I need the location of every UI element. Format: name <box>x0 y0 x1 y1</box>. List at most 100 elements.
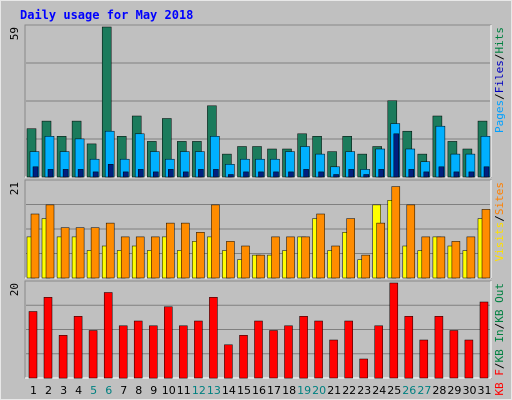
x-tick-label: 4 <box>75 384 82 397</box>
bar-sites-day-11 <box>181 222 190 279</box>
bar-sites-day-27 <box>421 236 431 279</box>
bar-kb-f-day-24 <box>374 325 383 379</box>
bar-pages-day-18 <box>288 171 294 178</box>
bar-sites-day-25 <box>391 186 401 279</box>
x-tick-label: 15 <box>237 384 251 397</box>
x-tick-label: 6 <box>105 384 112 397</box>
bar-sites-day-23 <box>361 254 370 279</box>
panel-visits-sites: 21 Visits/Sites <box>8 179 506 279</box>
chart-title: Daily usage for May 2018 <box>20 8 193 22</box>
x-tick-label: 20 <box>312 384 326 397</box>
bar-sites-day-26 <box>406 204 416 279</box>
bar-sites-day-29 <box>451 241 461 279</box>
bar-kb-f-day-25 <box>389 282 399 379</box>
bar-kb-f-day-30 <box>464 339 474 379</box>
legend-entry: / <box>493 323 506 330</box>
bar-pages-day-17 <box>273 171 279 178</box>
bar-kb-f-day-16 <box>254 320 263 379</box>
bar-kb-f-day-19 <box>299 316 308 379</box>
legend-entry: / <box>493 93 506 100</box>
bar-sites-day-3 <box>60 227 70 279</box>
bar-kb-f-day-28 <box>434 316 444 379</box>
legend-entry: KB Out <box>493 283 506 323</box>
bar-kb-f-day-21 <box>329 339 338 379</box>
x-tick-label: 17 <box>267 384 281 397</box>
bar-sites-day-8 <box>135 236 145 279</box>
bar-pages-day-23 <box>363 174 369 178</box>
panel-legend: KB F/KB In/KB Out <box>493 283 506 396</box>
bar-pages-day-6 <box>107 164 114 178</box>
bar-sites-day-30 <box>466 236 476 279</box>
bar-kb-f-day-9 <box>149 325 158 379</box>
panel-legend: Visits/Sites <box>493 182 506 262</box>
panel-legend: Pages/Files/Hits <box>493 27 506 133</box>
x-tick-label: 11 <box>177 384 191 397</box>
bar-pages-day-4 <box>77 169 84 178</box>
bar-sites-day-9 <box>151 236 160 279</box>
legend-entry: / <box>493 54 506 61</box>
bar-sites-day-20 <box>316 213 325 279</box>
bar-kb-f-day-7 <box>118 325 128 379</box>
bar-sites-day-18 <box>286 236 295 279</box>
bar-kb-f-day-18 <box>284 325 293 379</box>
bar-sites-day-10 <box>166 222 175 279</box>
x-axis-labels: 1 2 3 4 5 6 7 8 9 10 11 12 13 14 15 16 17 18 19 20 21 22 23 24 2… <box>30 384 492 397</box>
legend-entry: Files <box>493 60 506 93</box>
x-tick-label: 25 <box>387 384 401 397</box>
bar-kb-f-day-23 <box>359 358 368 379</box>
bar-sites-day-6 <box>105 222 115 279</box>
bar-pages-day-1 <box>32 166 39 178</box>
bar-sites-day-14 <box>226 241 235 279</box>
legend-entry: Visits <box>493 222 506 262</box>
legend-entry: / <box>493 363 506 370</box>
x-tick-label: 28 <box>432 384 446 397</box>
bar-pages-day-21 <box>333 174 339 178</box>
x-tick-label: 12 <box>192 384 206 397</box>
bar-pages-day-5 <box>92 171 99 178</box>
bar-pages-day-25 <box>393 133 400 178</box>
bar-pages-day-13 <box>213 169 219 178</box>
x-tick-label: 5 <box>90 384 97 397</box>
bar-sites-day-4 <box>75 227 85 279</box>
bar-pages-day-24 <box>378 169 384 178</box>
bar-sites-day-7 <box>120 236 130 279</box>
bar-sites-day-28 <box>436 236 446 279</box>
x-tick-label: 9 <box>150 384 157 397</box>
y-max-label: 21 <box>8 182 21 195</box>
bar-kb-f-day-4 <box>73 316 83 379</box>
bar-pages-day-29 <box>453 171 460 178</box>
bar-sites-day-12 <box>196 232 205 279</box>
bar-pages-day-12 <box>198 169 204 178</box>
bar-kb-f-day-26 <box>404 316 414 379</box>
legend-entry: Hits <box>493 27 506 54</box>
x-tick-label: 19 <box>297 384 311 397</box>
legend-entry: KB F <box>493 369 506 396</box>
bar-kb-f-day-15 <box>239 335 248 379</box>
bar-pages-day-20 <box>318 171 324 178</box>
bar-sites-day-17 <box>271 236 280 279</box>
bar-kb-f-day-2 <box>43 297 53 379</box>
x-tick-label: 27 <box>417 384 431 397</box>
bar-pages-day-9 <box>153 171 159 178</box>
bar-pages-day-27 <box>423 171 430 178</box>
bar-kb-f-day-17 <box>269 330 278 379</box>
bar-pages-day-10 <box>168 169 174 178</box>
bar-pages-day-26 <box>408 169 415 178</box>
x-tick-label: 29 <box>447 384 461 397</box>
x-tick-label: 21 <box>327 384 341 397</box>
x-tick-label: 22 <box>342 384 356 397</box>
bar-sites-day-1 <box>30 213 40 279</box>
bar-kb-f-day-14 <box>224 344 233 379</box>
bar-pages-day-22 <box>348 169 354 178</box>
bar-kb-f-day-10 <box>164 306 173 379</box>
legend-entry: KB In <box>493 329 506 362</box>
x-tick-label: 1 <box>30 384 37 397</box>
legend-entry: / <box>493 215 506 222</box>
x-tick-label: 8 <box>135 384 142 397</box>
bar-pages-day-16 <box>258 171 264 178</box>
x-tick-label: 30 <box>463 384 477 397</box>
bar-pages-day-30 <box>468 171 475 178</box>
